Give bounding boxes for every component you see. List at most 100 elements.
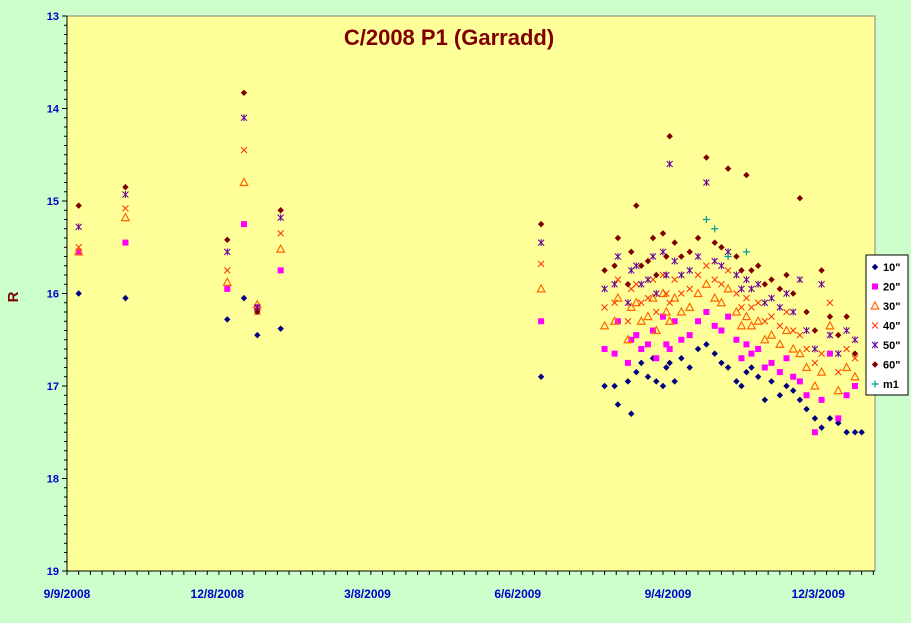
data-point (644, 373, 652, 380)
data-point (120, 212, 131, 222)
data-point (614, 318, 621, 325)
data-point (789, 290, 797, 297)
data-point (633, 202, 640, 209)
data-point (843, 392, 850, 399)
legend-marker (872, 283, 878, 290)
data-point (818, 267, 825, 274)
data-point (718, 280, 725, 288)
data-point (738, 285, 745, 293)
series-2 (73, 177, 860, 395)
data-point (277, 214, 285, 222)
data-point (75, 243, 83, 251)
x-tick-label: 12/3/2009 (792, 587, 846, 601)
data-point (724, 165, 732, 172)
data-point (614, 401, 622, 408)
data-point (222, 277, 233, 286)
data-point (663, 364, 670, 371)
data-point (743, 276, 750, 284)
data-point (686, 266, 694, 274)
data-point (748, 350, 755, 357)
legend-marker (870, 300, 880, 310)
data-point (746, 320, 757, 330)
data-point (538, 318, 545, 325)
data-point (841, 362, 852, 372)
data-point (753, 315, 763, 325)
data-point (624, 359, 631, 366)
data-point (628, 248, 635, 256)
data-point (671, 239, 678, 246)
data-point (601, 382, 608, 390)
data-point (659, 313, 666, 320)
data-point (723, 283, 733, 293)
data-point (731, 306, 742, 316)
data-point (537, 220, 545, 228)
data-point (768, 359, 775, 366)
data-point (73, 246, 84, 256)
data-point (664, 315, 675, 325)
data-point (122, 205, 129, 212)
data-point (638, 346, 645, 352)
data-point (666, 299, 674, 307)
data-point (671, 318, 678, 325)
data-point (677, 290, 685, 297)
data-point (742, 248, 750, 256)
data-point (223, 248, 231, 256)
data-point (851, 429, 859, 436)
data-point (724, 253, 732, 260)
data-point (611, 299, 618, 307)
data-point (851, 354, 859, 362)
data-point (601, 285, 608, 293)
data-point (624, 299, 632, 307)
data-point (240, 114, 248, 122)
data-point (599, 320, 610, 330)
data-point (624, 378, 632, 385)
data-point (536, 283, 546, 293)
data-point (724, 364, 732, 371)
data-point (623, 334, 633, 344)
series-layer (73, 89, 865, 436)
data-point (776, 369, 783, 376)
data-point (686, 285, 694, 293)
data-point (653, 378, 660, 385)
data-point (678, 355, 685, 362)
data-point (649, 355, 657, 362)
data-point (748, 267, 755, 274)
data-point (537, 239, 545, 247)
legend-marker (871, 322, 879, 329)
data-point (811, 429, 818, 436)
data-point (75, 290, 82, 297)
data-point (835, 331, 842, 339)
data-point (725, 313, 732, 320)
data-point (743, 368, 750, 376)
data-point (835, 415, 842, 422)
data-point (677, 271, 685, 279)
data-point (638, 359, 645, 367)
data-point (738, 267, 745, 274)
data-point (624, 317, 632, 325)
data-point (601, 346, 608, 352)
data-point (795, 348, 805, 358)
data-point (663, 253, 670, 260)
data-point (743, 341, 750, 348)
data-point (775, 339, 785, 348)
y-tick-label: 19 (47, 566, 59, 578)
legend-label: 30" (883, 301, 900, 313)
data-point (223, 267, 231, 274)
data-point (789, 308, 797, 316)
data-point (850, 371, 860, 381)
data-point (783, 308, 790, 316)
data-point (754, 262, 762, 269)
axes: 13 14 15 16 17 18 19 9/9/2008 12/8/2008 3/8/2009 6… (44, 11, 875, 601)
data-point (614, 234, 622, 242)
data-point (743, 171, 750, 179)
data-point (638, 262, 645, 269)
data-point (644, 341, 651, 348)
x-tick-label: 12/8/2008 (191, 587, 245, 601)
data-point (776, 285, 784, 293)
data-point (75, 202, 82, 209)
data-point (826, 415, 834, 422)
data-point (666, 133, 673, 140)
data-point (818, 350, 825, 357)
data-point (694, 253, 702, 260)
legend-label: 60" (883, 360, 900, 372)
